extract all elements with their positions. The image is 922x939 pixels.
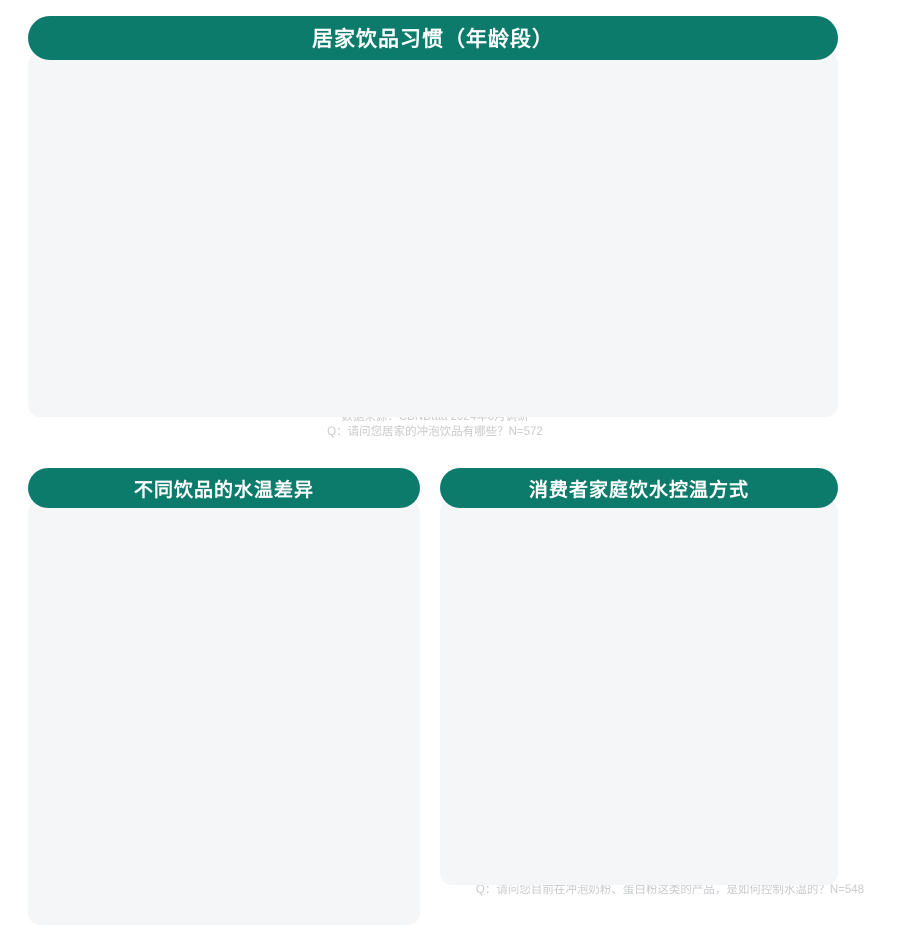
- card3-title: 消费者家庭饮水控温方式: [440, 468, 838, 508]
- card-water-temp-control: 消费者家庭饮水控温方式 不控制水温 饮水机设定 特定温度 开水晾凉到 合适温度: [440, 468, 838, 885]
- card3-body: [440, 500, 838, 885]
- card1-title: 居家饮品习惯（年龄段）: [28, 16, 838, 60]
- card2-body: [28, 500, 420, 925]
- card-water-temperature: 不同饮品的水温差异 奶粉：40-50°C 避免营养元素被高温破坏 蛋白粉：30-…: [28, 468, 420, 925]
- card1-body: [28, 52, 838, 417]
- card2-title: 不同饮品的水温差异: [28, 468, 420, 508]
- card-home-drink-habits: 居家饮品习惯（年龄段） 总体 <25 25-35 35-45 >45 茶叶、枸杞…: [28, 16, 838, 417]
